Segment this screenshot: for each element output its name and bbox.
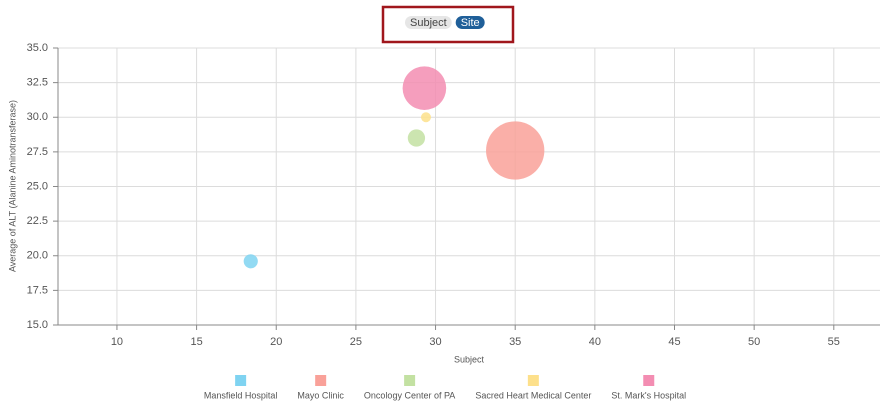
x-tick-label: 45 bbox=[668, 336, 680, 348]
toggle-label[interactable]: Subject bbox=[410, 17, 447, 29]
toggle-button[interactable]: Subject bbox=[405, 16, 452, 29]
bubble bbox=[420, 112, 431, 123]
x-tick-label: 50 bbox=[748, 336, 760, 348]
y-tick-label: 20.0 bbox=[27, 250, 48, 262]
toggle-bg bbox=[405, 16, 452, 29]
legend-item[interactable]: St. Mark's Hospital bbox=[611, 375, 686, 400]
x-tick-label: 30 bbox=[429, 336, 441, 348]
legend-label[interactable]: Oncology Center of PA bbox=[364, 390, 455, 400]
toggle-label[interactable]: Site bbox=[461, 17, 480, 29]
x-tick-label: 15 bbox=[190, 336, 202, 348]
y-tick-label: 35.0 bbox=[27, 42, 48, 54]
legend: Mansfield Hospital Mayo Clinic Oncology Ce… bbox=[204, 375, 686, 400]
legend-label[interactable]: St. Mark's Hospital bbox=[611, 390, 686, 400]
x-tick-label: 55 bbox=[828, 336, 840, 348]
bubble bbox=[243, 254, 258, 269]
bubble bbox=[402, 66, 447, 110]
legend-swatch bbox=[315, 375, 327, 386]
y-tick-label: 22.5 bbox=[27, 215, 48, 227]
legend-label[interactable]: Mansfield Hospital bbox=[204, 390, 278, 400]
toggle-group: Subject Site bbox=[405, 16, 485, 29]
x-tick-label: 10 bbox=[111, 336, 123, 348]
legend-swatch bbox=[527, 375, 539, 386]
x-tick-label: 40 bbox=[589, 336, 601, 348]
legend-label[interactable]: Mayo Clinic bbox=[297, 390, 344, 400]
y-tick-label: 25.0 bbox=[27, 180, 48, 192]
legend-swatch bbox=[404, 375, 416, 386]
x-tick-label: 20 bbox=[270, 336, 282, 348]
x-tick-label: 35 bbox=[509, 336, 521, 348]
legend-item[interactable]: Mayo Clinic bbox=[297, 375, 344, 400]
y-axis-title: Average of ALT (Alanine Aminotransferase… bbox=[7, 100, 17, 272]
bubble bbox=[407, 129, 426, 147]
legend-swatch bbox=[235, 375, 247, 386]
toggle-button[interactable]: Site bbox=[455, 16, 485, 29]
x-axis-title: Subject bbox=[454, 354, 485, 364]
y-tick-label: 17.5 bbox=[27, 284, 48, 296]
legend-label[interactable]: Sacred Heart Medical Center bbox=[475, 390, 591, 400]
bubble bbox=[486, 121, 545, 180]
legend-item[interactable]: Mansfield Hospital bbox=[204, 375, 278, 400]
legend-item[interactable]: Oncology Center of PA bbox=[364, 375, 455, 400]
toggle-bg bbox=[455, 16, 485, 29]
legend-swatch bbox=[643, 375, 655, 386]
y-tick-label: 15.0 bbox=[27, 319, 48, 331]
y-tick-label: 32.5 bbox=[27, 77, 48, 89]
highlight-box bbox=[381, 5, 515, 44]
y-tick-label: 30.0 bbox=[27, 111, 48, 123]
y-tick-label: 27.5 bbox=[27, 146, 48, 158]
x-tick-label: 25 bbox=[350, 336, 362, 348]
legend-item[interactable]: Sacred Heart Medical Center bbox=[475, 375, 591, 400]
